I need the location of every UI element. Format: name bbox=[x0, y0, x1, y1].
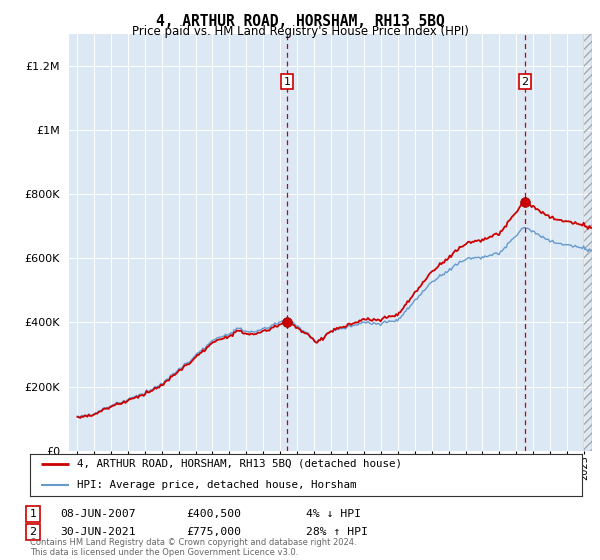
Text: Price paid vs. HM Land Registry's House Price Index (HPI): Price paid vs. HM Land Registry's House … bbox=[131, 25, 469, 38]
Text: 4, ARTHUR ROAD, HORSHAM, RH13 5BQ: 4, ARTHUR ROAD, HORSHAM, RH13 5BQ bbox=[155, 14, 445, 29]
Text: 28% ↑ HPI: 28% ↑ HPI bbox=[306, 527, 368, 537]
Text: 4, ARTHUR ROAD, HORSHAM, RH13 5BQ (detached house): 4, ARTHUR ROAD, HORSHAM, RH13 5BQ (detac… bbox=[77, 459, 402, 469]
Text: £400,500: £400,500 bbox=[186, 509, 241, 519]
Text: 4% ↓ HPI: 4% ↓ HPI bbox=[306, 509, 361, 519]
Text: 1: 1 bbox=[284, 77, 291, 87]
Text: 08-JUN-2007: 08-JUN-2007 bbox=[60, 509, 136, 519]
Text: 2: 2 bbox=[29, 527, 37, 537]
Text: HPI: Average price, detached house, Horsham: HPI: Average price, detached house, Hors… bbox=[77, 480, 356, 489]
Text: Contains HM Land Registry data © Crown copyright and database right 2024.
This d: Contains HM Land Registry data © Crown c… bbox=[30, 538, 356, 557]
Text: £775,000: £775,000 bbox=[186, 527, 241, 537]
Text: 30-JUN-2021: 30-JUN-2021 bbox=[60, 527, 136, 537]
Text: 2: 2 bbox=[521, 77, 528, 87]
Text: 1: 1 bbox=[29, 509, 37, 519]
